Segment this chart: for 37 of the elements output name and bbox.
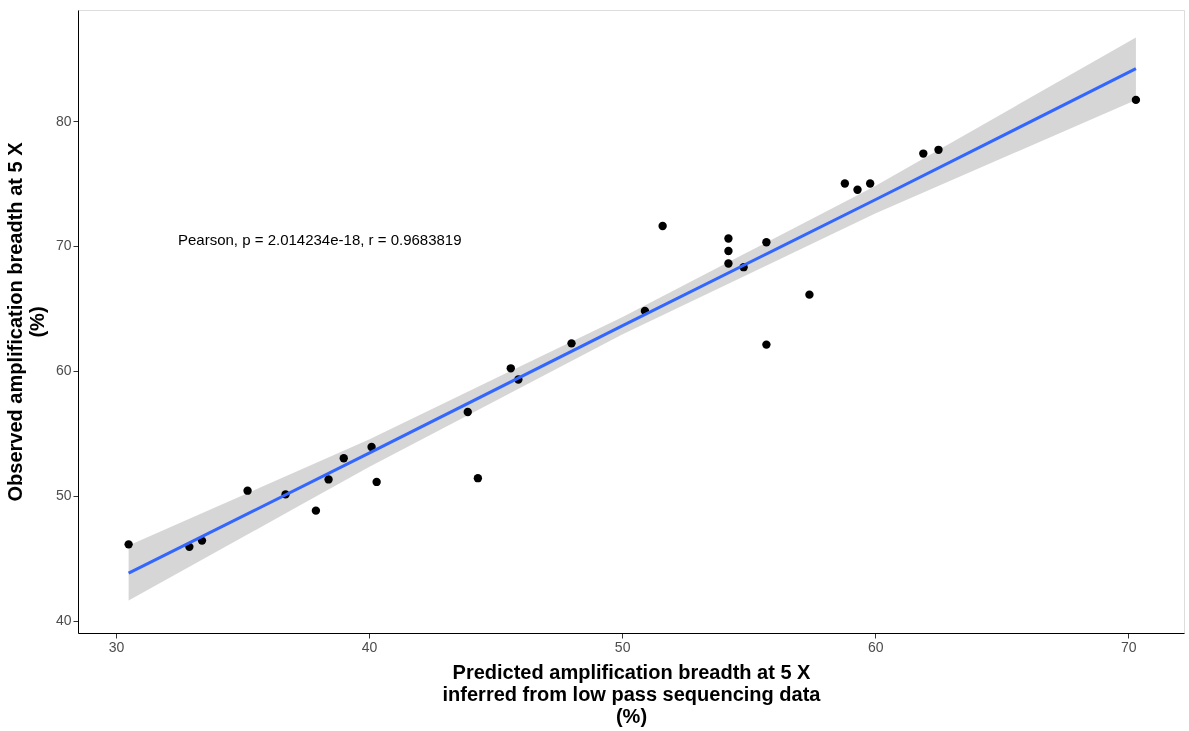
point [724, 246, 733, 256]
point [934, 145, 943, 155]
y-tick-label: 40 [55, 612, 72, 629]
point [762, 340, 771, 349]
y-tick-label: 80 [55, 112, 72, 129]
point [762, 238, 771, 247]
point [367, 442, 376, 452]
point [506, 364, 515, 373]
point [324, 475, 333, 484]
y-tick-label: 50 [55, 487, 72, 504]
point [865, 179, 875, 188]
x-axis-title: Predicted amplification breadth at 5 X inferred from low pass sequencing data (%) [442, 660, 822, 727]
x-tick-label: 50 [614, 638, 631, 655]
x-tick-label: 60 [867, 638, 884, 655]
point [124, 540, 133, 549]
point [658, 221, 667, 231]
y-tick-label: 60 [55, 362, 72, 379]
point [853, 185, 862, 194]
annotation: Pearson, p = 2.014234e-18, r = 0.9683819 [178, 231, 462, 248]
y-tick-label: 70 [55, 237, 72, 254]
x-tick-label: 40 [361, 638, 378, 655]
point [339, 454, 348, 463]
point [567, 339, 576, 348]
point [919, 149, 928, 158]
y-axis-title: Observed amplification breadth at 5 X (%) [3, 141, 48, 502]
point [473, 474, 483, 483]
point [805, 290, 814, 299]
point [372, 477, 381, 487]
x-tick-label: 30 [108, 638, 125, 655]
point [724, 259, 733, 268]
point [840, 179, 850, 188]
point [311, 506, 321, 515]
point [463, 407, 472, 417]
point [724, 234, 733, 243]
point [1131, 95, 1141, 105]
x-tick-label: 70 [1121, 638, 1137, 655]
point [243, 486, 252, 495]
